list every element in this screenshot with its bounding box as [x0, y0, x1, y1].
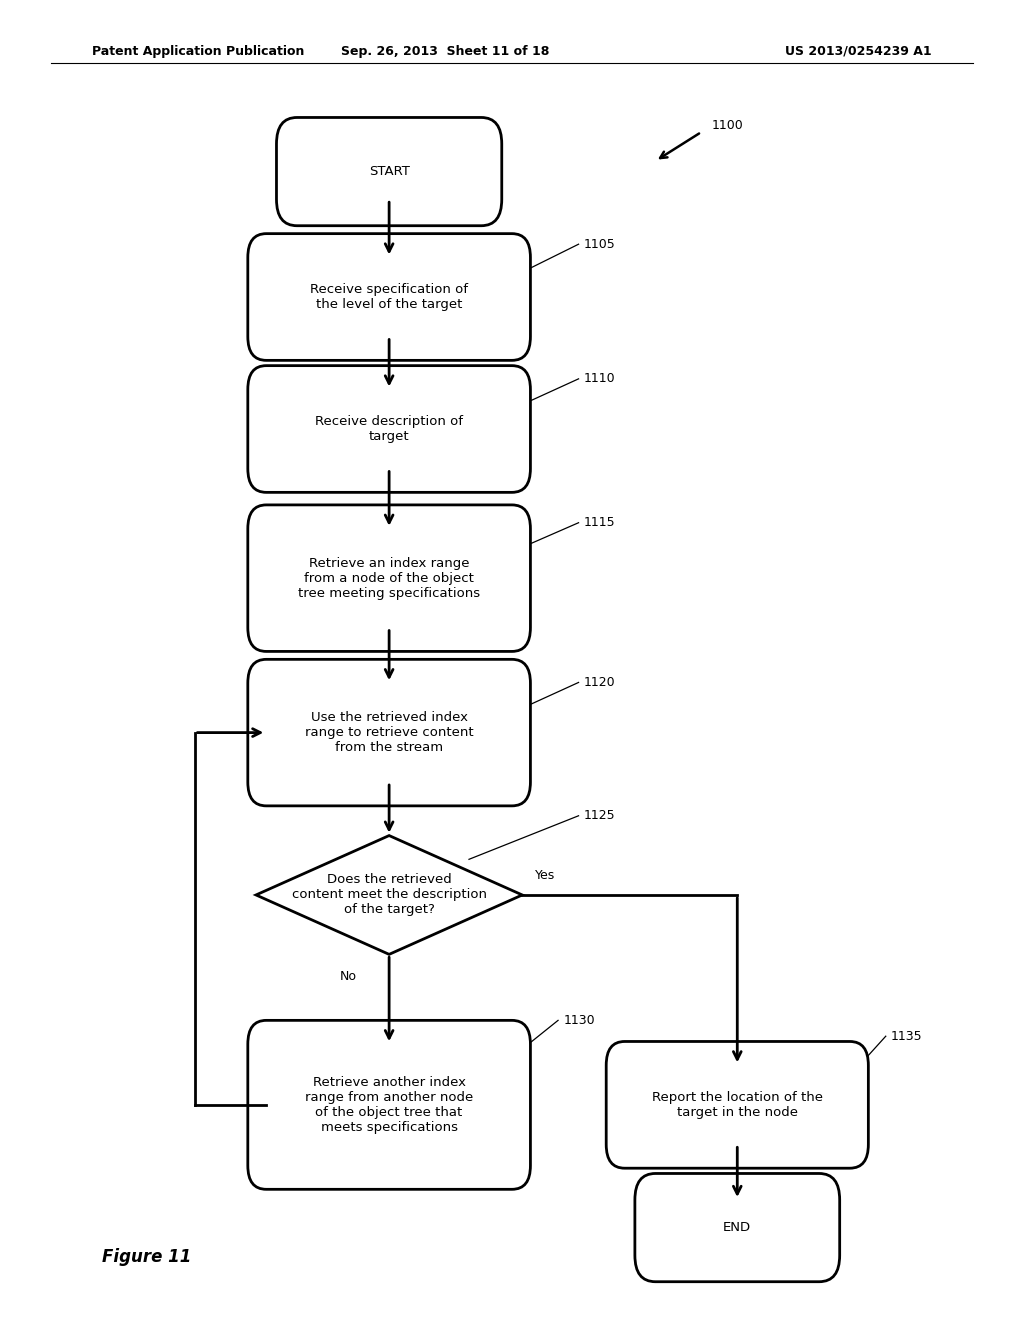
- Text: 1125: 1125: [584, 809, 615, 822]
- Text: Retrieve an index range
from a node of the object
tree meeting specifications: Retrieve an index range from a node of t…: [298, 557, 480, 599]
- Text: Receive specification of
the level of the target: Receive specification of the level of th…: [310, 282, 468, 312]
- Text: US 2013/0254239 A1: US 2013/0254239 A1: [785, 45, 932, 58]
- FancyBboxPatch shape: [635, 1173, 840, 1282]
- Text: Does the retrieved
content meet the description
of the target?: Does the retrieved content meet the desc…: [292, 874, 486, 916]
- Polygon shape: [256, 836, 522, 954]
- FancyBboxPatch shape: [276, 117, 502, 226]
- FancyBboxPatch shape: [248, 234, 530, 360]
- Text: 1115: 1115: [584, 516, 615, 529]
- Text: 1130: 1130: [563, 1014, 595, 1027]
- FancyBboxPatch shape: [248, 504, 530, 651]
- FancyBboxPatch shape: [606, 1041, 868, 1168]
- Text: Use the retrieved index
range to retrieve content
from the stream: Use the retrieved index range to retriev…: [305, 711, 473, 754]
- Text: Patent Application Publication: Patent Application Publication: [92, 45, 304, 58]
- Text: 1120: 1120: [584, 676, 615, 689]
- Text: START: START: [369, 165, 410, 178]
- FancyBboxPatch shape: [248, 1020, 530, 1189]
- FancyBboxPatch shape: [248, 366, 530, 492]
- Text: 1105: 1105: [584, 238, 615, 251]
- Text: 1100: 1100: [712, 119, 743, 132]
- Text: Report the location of the
target in the node: Report the location of the target in the…: [652, 1090, 822, 1119]
- Text: END: END: [723, 1221, 752, 1234]
- Text: No: No: [340, 970, 356, 983]
- Text: Sep. 26, 2013  Sheet 11 of 18: Sep. 26, 2013 Sheet 11 of 18: [341, 45, 550, 58]
- Text: Receive description of
target: Receive description of target: [315, 414, 463, 444]
- FancyBboxPatch shape: [248, 660, 530, 805]
- Text: 1110: 1110: [584, 372, 615, 385]
- Text: 1135: 1135: [891, 1030, 923, 1043]
- Text: Figure 11: Figure 11: [102, 1247, 191, 1266]
- Text: Retrieve another index
range from another node
of the object tree that
meets spe: Retrieve another index range from anothe…: [305, 1076, 473, 1134]
- Text: Yes: Yes: [535, 869, 555, 882]
